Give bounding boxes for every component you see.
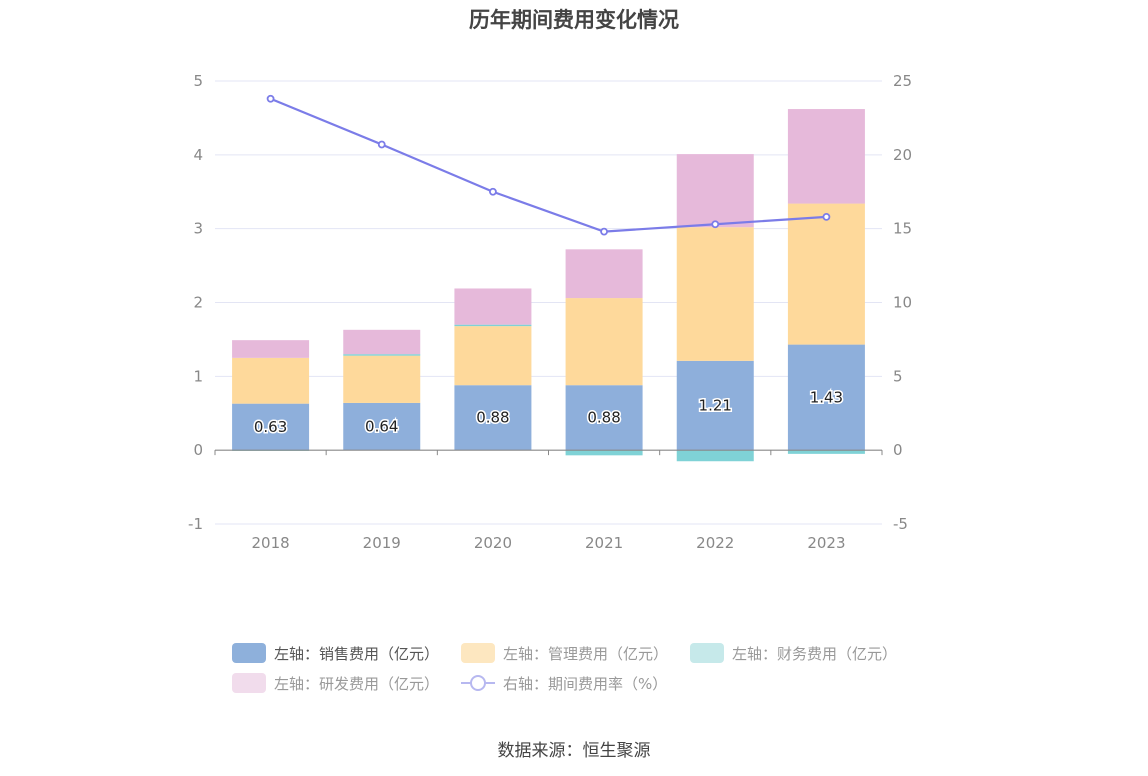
left-axis-tick-label: 3 xyxy=(193,220,203,238)
bar-segment xyxy=(566,298,643,385)
legend-swatch-finance xyxy=(690,643,724,663)
bar-segment xyxy=(788,109,865,204)
expense-ratio-point xyxy=(823,214,829,220)
bar-segment xyxy=(343,356,420,403)
right-axis-tick-label: 10 xyxy=(893,294,912,312)
bar-segment xyxy=(343,354,420,355)
legend-swatch-admin xyxy=(461,643,495,663)
right-axis-tick-label: 15 xyxy=(893,220,912,238)
legend-label-admin: 左轴：管理费用（亿元） xyxy=(503,643,668,664)
bar-data-label: 1.43 xyxy=(810,388,843,406)
x-axis-tick-label: 2023 xyxy=(807,534,845,552)
x-axis-tick-label: 2020 xyxy=(474,534,512,552)
right-axis-tick-label: 5 xyxy=(893,367,903,385)
right-axis-tick-label: 20 xyxy=(893,146,912,164)
source-note: 数据来源：恒生聚源 xyxy=(0,736,1148,761)
bar-segment xyxy=(232,340,309,358)
x-axis-tick-label: 2018 xyxy=(251,534,289,552)
bar-segment xyxy=(343,330,420,354)
legend: 左轴：销售费用（亿元） 左轴：管理费用（亿元） 左轴：财务费用（亿元） 左轴：研… xyxy=(232,638,932,698)
left-axis-tick-label: -1 xyxy=(188,515,203,533)
bar-data-label: 0.88 xyxy=(587,409,620,427)
legend-item-admin[interactable]: 左轴：管理费用（亿元） xyxy=(461,643,668,664)
bar-segment xyxy=(566,249,643,298)
expense-ratio-point xyxy=(712,221,718,227)
legend-swatch-sales xyxy=(232,643,266,663)
bar-segment xyxy=(677,450,754,461)
x-axis-tick-label: 2021 xyxy=(585,534,623,552)
x-axis-tick-label: 2022 xyxy=(696,534,734,552)
legend-swatch-rd xyxy=(232,673,266,693)
expense-ratio-point xyxy=(601,229,607,235)
legend-item-expense-ratio[interactable]: 右轴：期间费用率（%） xyxy=(461,673,667,694)
right-axis-tick-label: -5 xyxy=(893,515,908,533)
expense-ratio-point xyxy=(490,189,496,195)
bar-segment xyxy=(454,325,531,326)
bar-data-label: 0.63 xyxy=(254,418,287,436)
bar-data-label: 0.88 xyxy=(476,409,509,427)
bar-segment xyxy=(788,204,865,345)
bar-data-label: 0.64 xyxy=(365,418,398,436)
legend-item-rd[interactable]: 左轴：研发费用（亿元） xyxy=(232,673,439,694)
chart-canvas: -1 0 1 2 3 4 5 -5 0 5 10 15 20 25 2018 2019 2020 2021 2022… xyxy=(0,0,1148,620)
bar-segment xyxy=(232,358,309,404)
bar-segment xyxy=(566,450,643,455)
right-axis-tick-label: 0 xyxy=(893,441,903,459)
legend-label-expense-ratio: 右轴：期间费用率（%） xyxy=(503,673,667,694)
x-axis-tick-label: 2019 xyxy=(363,534,401,552)
legend-label-rd: 左轴：研发费用（亿元） xyxy=(274,673,439,694)
bar-segment xyxy=(454,288,531,324)
left-axis-tick-label: 0 xyxy=(193,441,203,459)
expense-ratio-point xyxy=(268,96,274,102)
legend-item-finance[interactable]: 左轴：财务费用（亿元） xyxy=(690,643,897,664)
legend-label-finance: 左轴：财务费用（亿元） xyxy=(732,643,897,664)
legend-item-sales[interactable]: 左轴：销售费用（亿元） xyxy=(232,643,439,664)
bar-segment xyxy=(454,326,531,385)
left-axis-tick-label: 5 xyxy=(193,72,203,90)
bar-data-label: 1.21 xyxy=(699,396,732,414)
left-axis-tick-label: 4 xyxy=(193,146,203,164)
left-axis-tick-label: 1 xyxy=(193,367,203,385)
expense-ratio-point xyxy=(379,141,385,147)
bar-segment xyxy=(677,227,754,361)
left-axis-tick-label: 2 xyxy=(193,294,203,312)
bar-segment xyxy=(677,154,754,227)
legend-label-sales: 左轴：销售费用（亿元） xyxy=(274,643,439,664)
legend-line-marker-icon xyxy=(461,673,495,693)
right-axis-tick-label: 25 xyxy=(893,72,912,90)
